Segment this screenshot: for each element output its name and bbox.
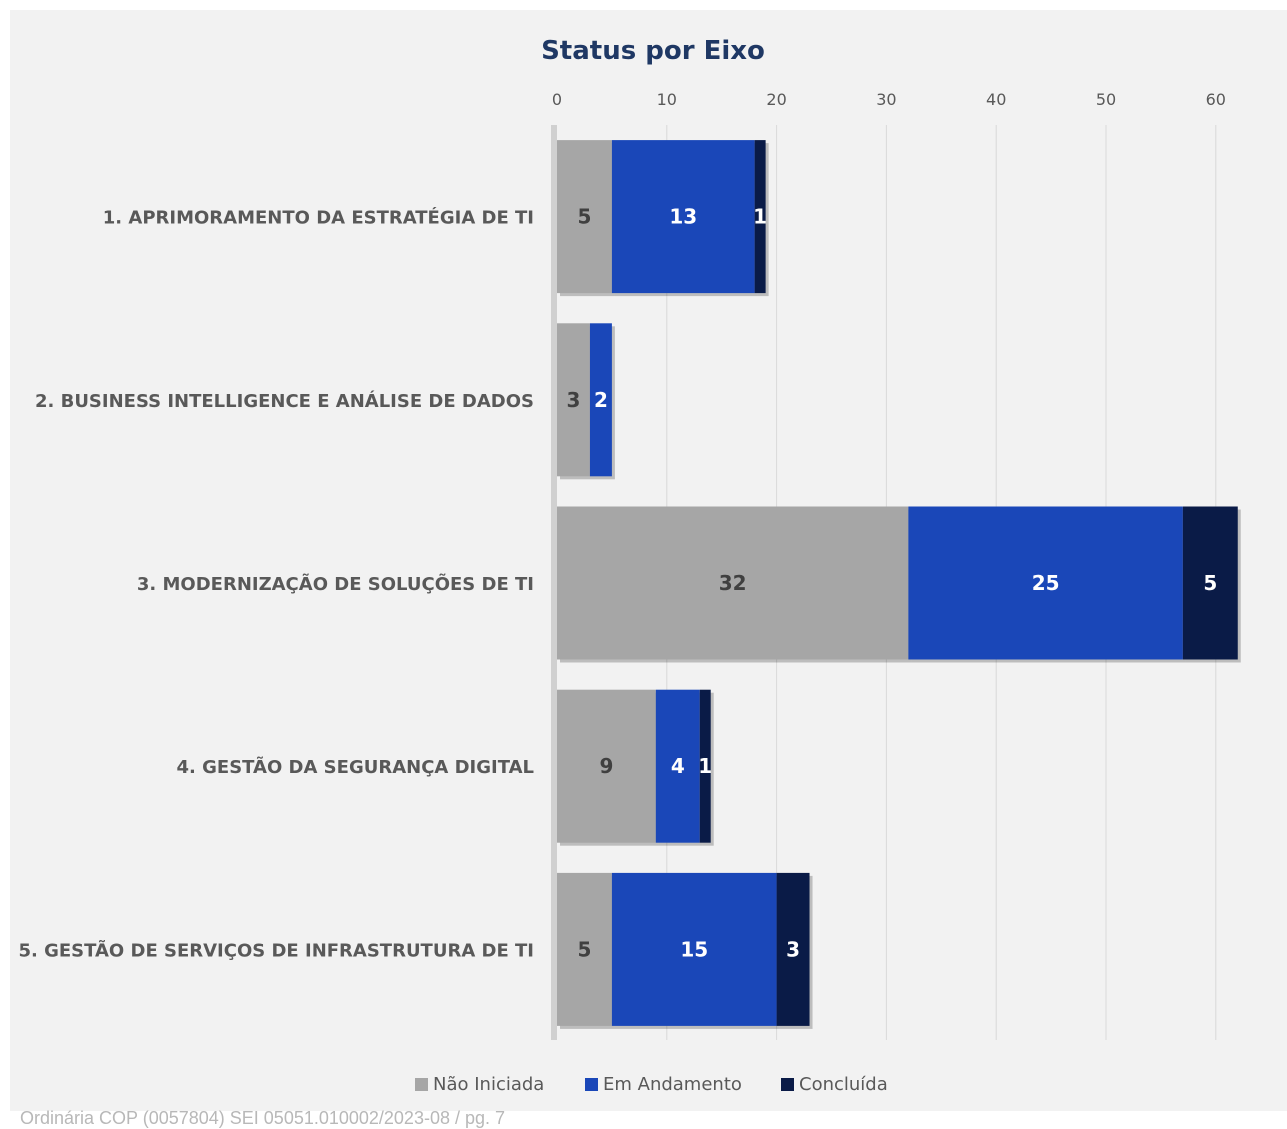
- data-label: 32: [719, 571, 747, 595]
- bar-segment: [699, 689, 711, 843]
- x-tick-label: 30: [876, 90, 896, 109]
- legend-label: Em Andamento: [603, 1074, 742, 1095]
- legend-label: Não Iniciada: [433, 1074, 544, 1095]
- x-axis: 0 10 20 30 40 50 60: [551, 90, 1226, 1040]
- bar-segment: [776, 872, 810, 1026]
- category-label: 2. BUSINESS INTELLIGENCE E ANÁLISE DE DA…: [35, 390, 534, 412]
- bar-segment: [754, 140, 766, 294]
- x-tick-label: 40: [986, 90, 1006, 109]
- data-label: 4: [671, 754, 685, 778]
- bar-segment: [557, 689, 656, 843]
- chart-title: Status por Eixo: [541, 36, 765, 66]
- x-tick-label: 50: [1096, 90, 1116, 109]
- bar-segment: [611, 872, 777, 1026]
- bar-segment: [655, 689, 700, 843]
- category-label: 1. APRIMORAMENTO DA ESTRATÉGIA DE TI: [103, 207, 534, 229]
- bar-segment: [1182, 506, 1238, 660]
- legend-swatch: [585, 1078, 598, 1091]
- chart-panel: Status por Eixo 0 10 20 30 40 50 60 1. APRIMOR…: [10, 10, 1287, 1111]
- bar-segment: [557, 506, 909, 660]
- x-tick-label: 60: [1206, 90, 1226, 109]
- data-label: 3: [786, 937, 800, 961]
- category-label: 4. GESTÃO DA SEGURANÇA DIGITAL: [177, 755, 535, 778]
- data-label: 1: [753, 205, 767, 229]
- data-label: 5: [577, 937, 591, 961]
- data-label: 25: [1032, 571, 1060, 595]
- bar-segment: [557, 323, 590, 477]
- x-tick-label: 10: [657, 90, 677, 109]
- bar-segment: [557, 872, 612, 1026]
- legend: Não Iniciada Em Andamento Concluída: [415, 1074, 888, 1095]
- data-label: 5: [1203, 571, 1217, 595]
- data-label: 13: [669, 205, 697, 229]
- data-label: 5: [577, 205, 591, 229]
- data-labels: 5 13 13 232 25 59 4 15 15 3: [567, 205, 1218, 962]
- data-label: 1: [698, 754, 712, 778]
- data-label: 9: [599, 754, 613, 778]
- category-label: 5. GESTÃO DE SERVIÇOS DE INFRASTRUTURA D…: [18, 938, 534, 961]
- category-axis: 1. APRIMORAMENTO DA ESTRATÉGIA DE TI 2. B…: [18, 207, 534, 962]
- bar-segment: [611, 140, 755, 294]
- legend-swatch: [781, 1078, 794, 1091]
- bar-segment: [908, 506, 1183, 660]
- chart-svg: Status por Eixo 0 10 20 30 40 50 60 1. APRIMOR…: [18, 36, 1241, 1095]
- data-label: 15: [680, 937, 708, 961]
- category-axis-line: [551, 125, 557, 1040]
- data-label: 3: [567, 388, 581, 412]
- bar-segment: [589, 323, 612, 477]
- legend-label: Concluída: [799, 1074, 888, 1095]
- legend-swatch: [415, 1078, 428, 1091]
- category-label: 3. MODERNIZAÇÃO DE SOLUÇÕES DE TI: [137, 572, 534, 595]
- bar-segment: [557, 140, 612, 294]
- bars: [557, 140, 1241, 1029]
- x-tick-label: 0: [552, 90, 562, 109]
- x-tick-label: 20: [766, 90, 786, 109]
- data-label: 2: [594, 388, 608, 412]
- footer-text: Ordinária COP (0057804) SEI 05051.010002…: [20, 1108, 506, 1128]
